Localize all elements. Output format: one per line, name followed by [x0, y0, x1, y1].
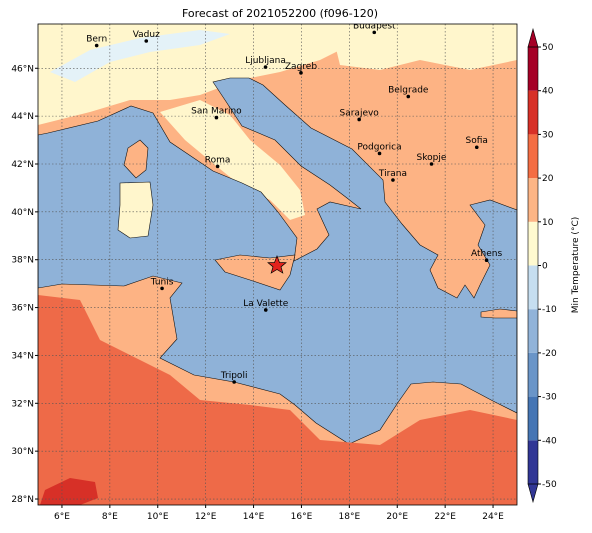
corsica — [123, 139, 149, 179]
city-dot — [94, 43, 99, 48]
city-label: Roma — [205, 155, 231, 165]
colorbar-band — [528, 134, 538, 179]
x-tick-label: 10°E — [147, 512, 169, 522]
city-label: Ljubljana — [245, 56, 286, 66]
colorbar-tick-label: 20 — [542, 174, 554, 184]
city-label: Podgorica — [357, 142, 401, 152]
x-tick-label: 14°E — [243, 512, 265, 522]
x-tick-label: 6°E — [54, 512, 70, 522]
colorbar-extend-low — [527, 483, 539, 504]
city-label: Belgrade — [388, 86, 429, 96]
colorbar: -50 -40 -30 -20 -10 0 10 20 30 40 50 — [527, 27, 557, 504]
city-dot — [160, 286, 164, 291]
colorbar-band — [528, 90, 538, 135]
city-dot — [214, 115, 219, 120]
site-marker — [267, 255, 287, 274]
axes: 6°E 8°E 10°E 12°E 14°E 16°E 18°E 20°E 22°E 24°E 28… — [11, 64, 504, 522]
colorbar-tick-label: -50 — [542, 480, 557, 490]
city-label: Tunis — [150, 277, 174, 287]
city-dot — [391, 178, 395, 182]
city-label: Budapest — [353, 21, 396, 31]
x-tick-label: 22°E — [434, 512, 456, 522]
y-tick-label: 36°N — [11, 304, 34, 314]
city-dot — [474, 145, 479, 150]
city-label: Bern — [86, 35, 107, 45]
colorbar-tick-label: 40 — [542, 87, 554, 97]
city-label: Tripoli — [220, 371, 248, 381]
colorbar-band — [528, 178, 538, 222]
city-label: Zagreb — [285, 62, 317, 72]
city-label: Vaduz — [133, 30, 160, 40]
city-label: Skopje — [417, 153, 447, 163]
colorbar-band — [528, 265, 538, 310]
city-label: Sarajevo — [340, 108, 380, 118]
city-dot — [144, 39, 149, 43]
crete — [480, 308, 517, 319]
y-tick-label: 38°N — [11, 256, 34, 266]
colorbar-band — [528, 221, 538, 266]
city-label: Athens — [471, 249, 502, 259]
colorbar-tick-label: -20 — [542, 349, 557, 359]
africa-hot-zone — [40, 478, 98, 505]
x-tick-label: 8°E — [102, 512, 118, 522]
colorbar-band — [528, 396, 538, 441]
city-dot — [406, 94, 411, 99]
grid — [38, 24, 517, 505]
x-tick-label: 24°E — [482, 512, 504, 522]
x-tick-label: 20°E — [386, 512, 408, 522]
x-tick-label: 18°E — [339, 512, 361, 522]
city-dot — [357, 117, 361, 122]
city-dot — [377, 151, 382, 156]
y-tick-label: 46°N — [11, 64, 34, 74]
city-label: San Marino — [191, 107, 242, 117]
colorbar-band — [528, 47, 538, 91]
title: Forecast of 2021052200 (f096-120) — [182, 7, 378, 20]
colorbar-band — [528, 352, 538, 397]
city-label: La Valette — [243, 299, 288, 309]
y-tick-label: 30°N — [11, 447, 34, 457]
city-dot — [232, 380, 236, 384]
y-tick-label: 34°N — [11, 351, 34, 361]
city-dot — [372, 30, 377, 35]
y-tick-label: 32°N — [11, 399, 34, 409]
italy-cool-zone — [160, 100, 305, 220]
colorbar-tick-label: -10 — [542, 305, 557, 315]
y-tick-label: 42°N — [11, 160, 34, 170]
city-label: Tirana — [378, 169, 407, 179]
colorbar-label: Min Temperature (°C) — [571, 217, 581, 314]
sardinia — [117, 181, 154, 239]
plot-frame — [37, 23, 518, 506]
city-dot — [263, 65, 268, 69]
city-label: Sofia — [466, 136, 488, 146]
city-dot — [215, 164, 220, 169]
colorbar-tick-label: 50 — [542, 43, 554, 53]
city-dot — [429, 162, 434, 166]
city-dot — [299, 71, 303, 75]
x-tick-label: 16°E — [291, 512, 313, 522]
colorbar-extend-high — [527, 27, 539, 48]
x-tick-label: 12°E — [195, 512, 217, 522]
city-dot — [263, 308, 268, 312]
city-dot — [484, 258, 489, 262]
y-tick-label: 40°N — [11, 208, 34, 218]
colorbar-band — [528, 440, 538, 484]
y-tick-label: 28°N — [11, 495, 34, 505]
colorbar-tick-label: 0 — [542, 262, 548, 272]
colorbar-tick-label: 10 — [542, 218, 554, 228]
colorbar-tick-label: -30 — [542, 393, 557, 403]
colorbar-band — [528, 309, 538, 353]
colorbar-tick-label: 30 — [542, 130, 554, 140]
balkan-cool-zone — [330, 24, 517, 70]
alps-cold-zone — [50, 30, 230, 82]
colorbar-tick-label: -40 — [542, 436, 557, 446]
y-tick-label: 44°N — [11, 112, 34, 122]
